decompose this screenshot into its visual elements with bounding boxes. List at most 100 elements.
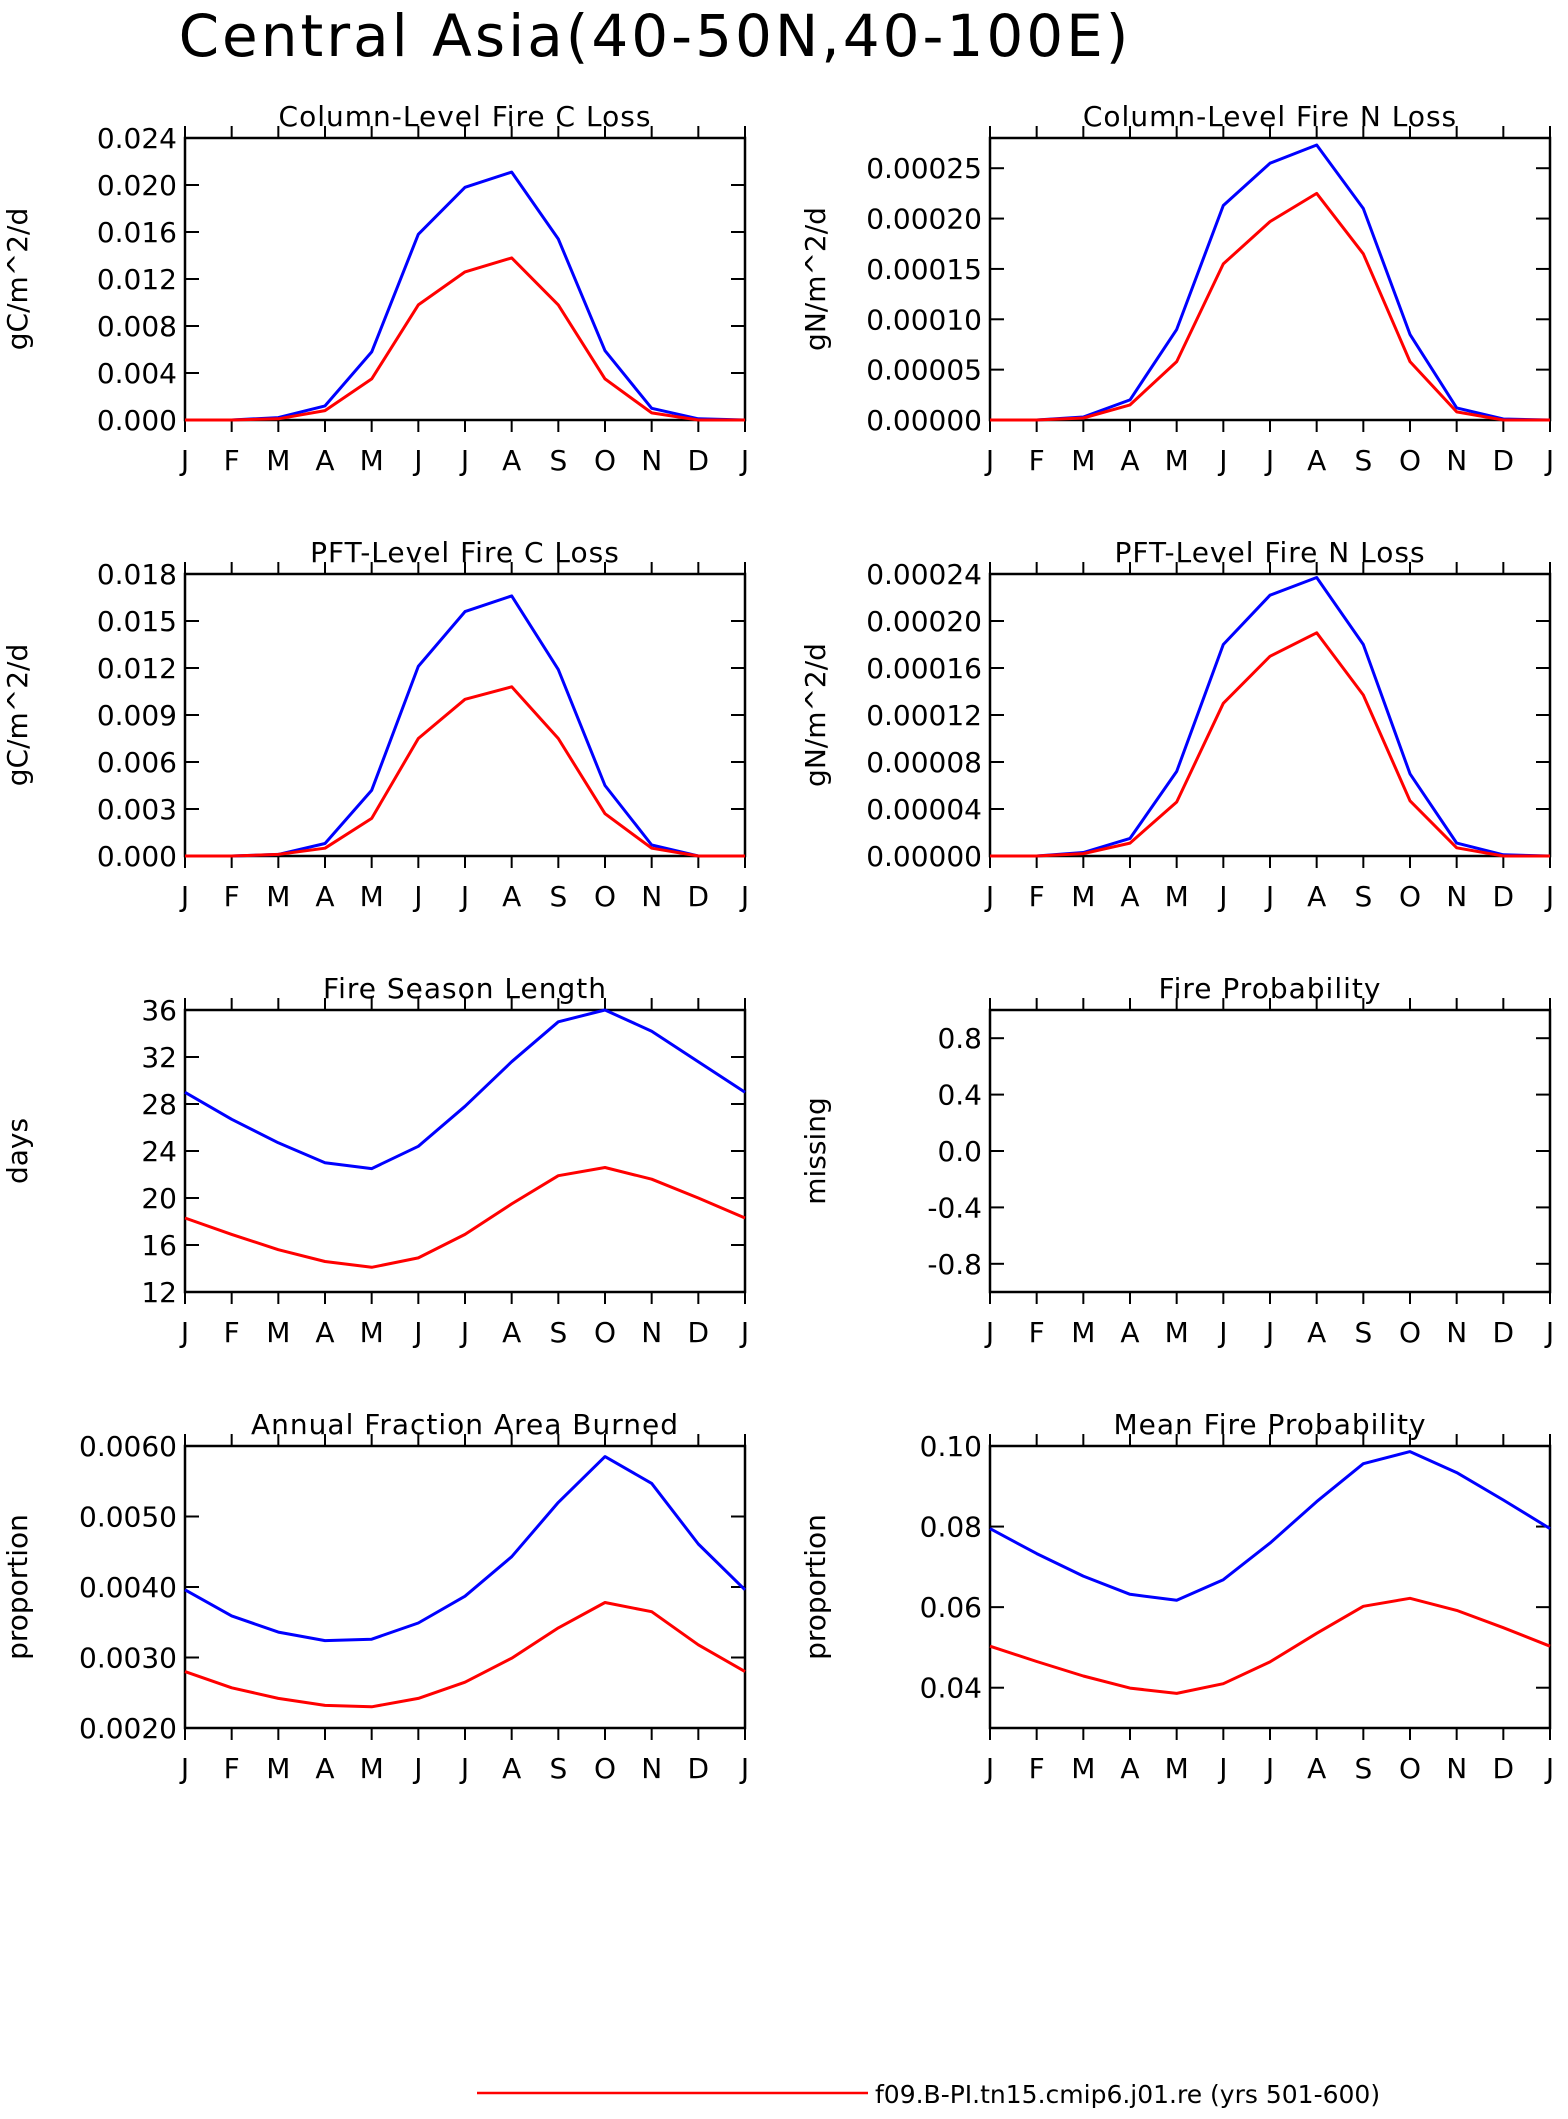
x-tick-label: J bbox=[179, 1316, 189, 1349]
x-tick-label: J bbox=[1217, 880, 1227, 913]
x-tick-label: A bbox=[502, 1316, 521, 1349]
y-tick-label: -0.4 bbox=[927, 1191, 982, 1224]
x-tick-label: O bbox=[594, 1316, 616, 1349]
y-tick-label: 0.06 bbox=[920, 1591, 982, 1624]
series-line-red bbox=[185, 256, 745, 422]
y-tick-label: 0.009 bbox=[97, 699, 177, 732]
x-tick-label: M bbox=[1071, 880, 1095, 913]
legend: f09.B-PI.tn15.cmip6.j01.re (yrs 501-600) bbox=[477, 2080, 1380, 2109]
y-axis-label: proportion bbox=[1, 1514, 34, 1660]
x-tick-label: J bbox=[984, 1752, 994, 1785]
x-tick-label: J bbox=[1544, 1316, 1554, 1349]
plot-frame bbox=[183, 136, 747, 422]
x-tick-label: A bbox=[315, 1752, 334, 1785]
y-tick-label: 0.00020 bbox=[866, 605, 982, 638]
x-tick-label: J bbox=[739, 444, 749, 477]
x-tick-label: J bbox=[412, 1316, 422, 1349]
y-tick-label: 0.00024 bbox=[866, 558, 982, 591]
y-tick-label: 0.0050 bbox=[79, 1501, 177, 1534]
x-tick-label: J bbox=[1264, 1752, 1274, 1785]
x-tick-label: O bbox=[594, 444, 616, 477]
x-tick-label: S bbox=[549, 880, 567, 913]
y-tick-label: 0.000 bbox=[97, 840, 177, 873]
panel-8: Mean Fire Probabilityproportion0.040.060… bbox=[799, 1408, 1554, 1785]
plot-frame bbox=[988, 572, 1552, 858]
y-tick-label: 0.00004 bbox=[866, 793, 982, 826]
x-tick-label: O bbox=[1399, 1316, 1421, 1349]
x-tick-label: A bbox=[1120, 1752, 1139, 1785]
y-tick-label: 0.004 bbox=[97, 357, 177, 390]
x-tick-label: J bbox=[459, 1316, 469, 1349]
x-tick-label: M bbox=[360, 444, 384, 477]
x-tick-label: D bbox=[688, 1752, 710, 1785]
y-tick-label: 24 bbox=[141, 1135, 177, 1168]
y-tick-label: 0.00008 bbox=[866, 746, 982, 779]
x-tick-label: A bbox=[315, 880, 334, 913]
x-tick-label: M bbox=[1071, 1752, 1095, 1785]
series-line-red bbox=[990, 631, 1550, 858]
y-axis-label: gC/m^2/d bbox=[1, 208, 34, 351]
x-tick-label: J bbox=[1217, 1316, 1227, 1349]
x-tick-label: J bbox=[1544, 444, 1554, 477]
x-tick-label: J bbox=[1544, 1752, 1554, 1785]
x-tick-label: M bbox=[266, 444, 290, 477]
x-tick-label: J bbox=[739, 1316, 749, 1349]
panel-3: PFT-Level Fire C LossgC/m^2/d0.0000.0030… bbox=[1, 536, 749, 913]
x-tick-label: M bbox=[360, 1316, 384, 1349]
x-tick-label: A bbox=[315, 444, 334, 477]
x-tick-label: J bbox=[1544, 880, 1554, 913]
y-tick-label: 0.003 bbox=[97, 793, 177, 826]
x-tick-label: S bbox=[1354, 1316, 1372, 1349]
x-tick-label: J bbox=[412, 444, 422, 477]
x-tick-label: F bbox=[1029, 1316, 1045, 1349]
x-tick-label: M bbox=[266, 1752, 290, 1785]
x-tick-label: A bbox=[502, 444, 521, 477]
y-tick-label: 20 bbox=[141, 1182, 177, 1215]
x-tick-label: N bbox=[1446, 1316, 1467, 1349]
y-tick-label: 0.00015 bbox=[866, 253, 982, 286]
series-line-red bbox=[989, 1596, 1551, 1695]
x-tick-label: M bbox=[1071, 1316, 1095, 1349]
y-tick-label: 36 bbox=[141, 994, 177, 1027]
x-tick-label: J bbox=[984, 444, 994, 477]
y-tick-label: 0.0020 bbox=[79, 1712, 177, 1745]
x-tick-label: A bbox=[1120, 1316, 1139, 1349]
y-axis-label: days bbox=[1, 1118, 34, 1184]
x-tick-label: N bbox=[641, 444, 662, 477]
panel-4: PFT-Level Fire N LossgN/m^2/d0.000000.00… bbox=[799, 536, 1554, 913]
x-tick-label: J bbox=[1264, 444, 1274, 477]
series-line-red bbox=[184, 1601, 746, 1709]
series-line-blue bbox=[184, 1455, 747, 1643]
y-tick-label: -0.8 bbox=[927, 1248, 982, 1281]
x-tick-label: J bbox=[1264, 880, 1274, 913]
x-tick-label: J bbox=[459, 444, 469, 477]
y-tick-label: 0.00012 bbox=[866, 699, 982, 732]
x-tick-label: J bbox=[179, 880, 189, 913]
x-tick-label: J bbox=[179, 1752, 189, 1785]
y-tick-label: 0.08 bbox=[920, 1511, 982, 1544]
panel-6: Fire Probabilitymissing-0.8-0.40.00.40.8… bbox=[799, 972, 1554, 1349]
x-tick-label: J bbox=[412, 1752, 422, 1785]
y-tick-label: 16 bbox=[141, 1229, 177, 1262]
y-tick-label: 0.024 bbox=[97, 122, 177, 155]
y-axis-label: gC/m^2/d bbox=[1, 644, 34, 787]
y-axis-label: gN/m^2/d bbox=[799, 207, 832, 351]
y-tick-label: 0.04 bbox=[920, 1672, 982, 1705]
y-tick-label: 0.0040 bbox=[79, 1571, 177, 1604]
panel-2: Column-Level Fire N LossgN/m^2/d0.000000… bbox=[799, 100, 1554, 477]
x-tick-label: S bbox=[549, 1316, 567, 1349]
x-tick-label: O bbox=[594, 1752, 616, 1785]
x-tick-label: D bbox=[1493, 1316, 1515, 1349]
x-tick-label: M bbox=[1071, 444, 1095, 477]
x-tick-label: M bbox=[1165, 1752, 1189, 1785]
y-tick-label: 0.012 bbox=[97, 263, 177, 296]
x-tick-label: D bbox=[688, 444, 710, 477]
x-tick-label: F bbox=[1029, 880, 1045, 913]
x-tick-label: F bbox=[1029, 1752, 1045, 1785]
y-tick-label: 0.10 bbox=[920, 1430, 982, 1463]
x-tick-label: S bbox=[1354, 880, 1372, 913]
y-tick-label: 0.00020 bbox=[866, 203, 982, 236]
x-tick-label: M bbox=[1165, 880, 1189, 913]
x-tick-label: S bbox=[1354, 1752, 1372, 1785]
series-line-blue bbox=[990, 143, 1551, 422]
